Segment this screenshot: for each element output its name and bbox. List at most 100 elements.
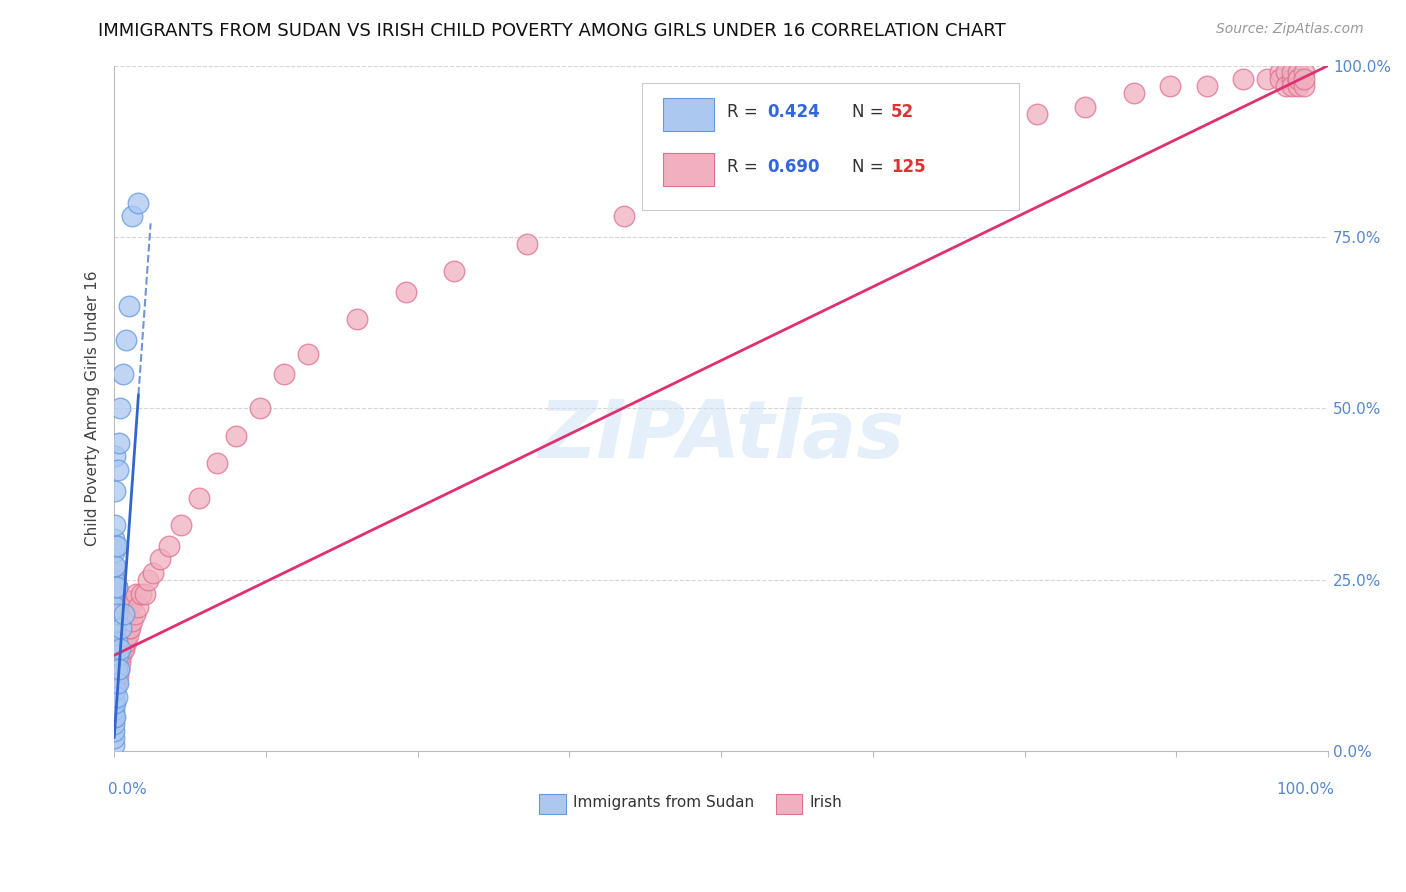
- Point: [105, 580, 128, 594]
- Point: [1286, 72, 1309, 87]
- Point: [105, 593, 128, 607]
- Bar: [662, 153, 714, 186]
- Text: 125: 125: [891, 158, 925, 176]
- Point: [297, 346, 319, 360]
- Point: [207, 456, 229, 470]
- Point: [273, 368, 295, 382]
- Point: [103, 675, 125, 690]
- Text: 0.690: 0.690: [768, 158, 820, 176]
- Text: 0.424: 0.424: [768, 103, 820, 121]
- Point: [783, 161, 806, 176]
- Point: [105, 539, 128, 553]
- Point: [1159, 79, 1181, 94]
- Point: [104, 710, 127, 724]
- Point: [105, 648, 128, 663]
- Point: [710, 182, 733, 196]
- Point: [111, 628, 134, 642]
- Point: [1274, 65, 1296, 79]
- Point: [105, 641, 128, 656]
- Point: [107, 655, 129, 669]
- Text: N =: N =: [852, 158, 889, 176]
- Point: [110, 607, 132, 622]
- Point: [107, 621, 129, 635]
- Point: [111, 368, 134, 382]
- Point: [105, 675, 128, 690]
- Point: [103, 648, 125, 663]
- Point: [103, 628, 125, 642]
- Point: [1274, 79, 1296, 94]
- Point: [104, 573, 127, 587]
- Point: [104, 682, 127, 697]
- Point: [103, 675, 125, 690]
- Point: [613, 210, 636, 224]
- Point: [111, 600, 134, 615]
- Point: [110, 655, 132, 669]
- Point: [104, 539, 127, 553]
- Point: [129, 587, 152, 601]
- Point: [104, 559, 127, 574]
- Point: [103, 690, 125, 704]
- Point: [105, 690, 128, 704]
- Point: [856, 147, 879, 161]
- Point: [110, 634, 132, 648]
- Point: [1292, 72, 1315, 87]
- Point: [114, 634, 136, 648]
- Point: [105, 628, 128, 642]
- Point: [112, 607, 135, 622]
- Point: [103, 738, 125, 752]
- Point: [443, 264, 465, 278]
- Bar: [776, 794, 803, 814]
- Point: [107, 675, 129, 690]
- Point: [105, 662, 128, 676]
- Point: [149, 552, 172, 566]
- Point: [104, 580, 127, 594]
- Point: [1122, 86, 1144, 100]
- Point: [104, 662, 127, 676]
- Point: [103, 731, 125, 745]
- Point: [105, 580, 128, 594]
- Point: [115, 333, 138, 347]
- Point: [104, 593, 127, 607]
- Point: [110, 628, 132, 642]
- Point: [127, 600, 149, 615]
- Text: 52: 52: [891, 103, 914, 121]
- Point: [112, 641, 135, 656]
- Text: R =: R =: [727, 158, 763, 176]
- Point: [394, 285, 416, 299]
- Point: [107, 648, 129, 663]
- Point: [121, 593, 143, 607]
- Point: [977, 120, 1000, 135]
- Point: [110, 614, 132, 628]
- Point: [108, 634, 131, 648]
- Point: [124, 607, 146, 622]
- Point: [118, 621, 141, 635]
- Point: [142, 566, 165, 580]
- Text: N =: N =: [852, 103, 889, 121]
- Point: [103, 697, 125, 711]
- Point: [110, 641, 132, 656]
- Point: [107, 669, 129, 683]
- Point: [170, 518, 193, 533]
- Point: [125, 587, 148, 601]
- Point: [112, 628, 135, 642]
- Point: [104, 634, 127, 648]
- Point: [103, 723, 125, 738]
- Point: [103, 559, 125, 574]
- Point: [115, 600, 138, 615]
- Point: [103, 703, 125, 717]
- Point: [103, 614, 125, 628]
- Point: [346, 312, 368, 326]
- Point: [118, 621, 141, 635]
- Point: [1074, 100, 1097, 114]
- Point: [104, 587, 127, 601]
- Point: [104, 518, 127, 533]
- Point: [103, 710, 125, 724]
- Point: [108, 648, 131, 663]
- Point: [928, 134, 950, 148]
- Point: [188, 491, 211, 505]
- Point: [1195, 79, 1218, 94]
- Point: [107, 641, 129, 656]
- Point: [103, 607, 125, 622]
- Point: [157, 539, 180, 553]
- Point: [104, 614, 127, 628]
